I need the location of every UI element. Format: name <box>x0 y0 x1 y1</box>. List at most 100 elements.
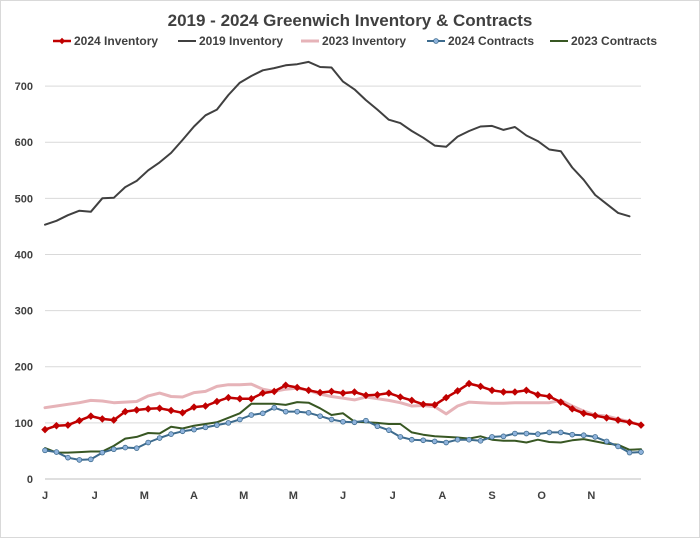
x-tick-label: J <box>390 490 396 502</box>
data-point <box>75 416 84 425</box>
data-point <box>259 389 267 397</box>
data-point <box>454 436 461 443</box>
data-point <box>237 416 243 423</box>
data-point <box>579 409 588 418</box>
x-tick-label: M <box>140 490 149 502</box>
data-point <box>602 414 611 422</box>
x-tick-label: A <box>438 490 446 502</box>
x-tick-label: O <box>537 490 546 502</box>
data-point <box>201 402 210 410</box>
y-axis: 0 100 200 300 400 500 600 700 <box>15 81 33 486</box>
legend-label: 2024 Inventory <box>74 34 158 48</box>
data-point <box>453 387 462 395</box>
y-tick-label: 200 <box>15 362 33 374</box>
legend-item-2024-inventory: 2024 Inventory <box>53 34 158 48</box>
data-point <box>545 392 554 401</box>
x-tick-label: M <box>289 490 298 502</box>
data-point <box>569 431 576 438</box>
data-point <box>408 436 415 443</box>
data-point <box>397 434 404 440</box>
data-point <box>259 410 266 417</box>
data-point <box>87 412 95 420</box>
data-point <box>374 423 381 430</box>
data-point <box>76 457 83 463</box>
data-point <box>512 430 518 437</box>
data-point <box>293 383 301 392</box>
data-point <box>638 449 644 455</box>
chart-title: 2019 - 2024 Greenwich Inventory & Contra… <box>168 11 533 30</box>
data-point <box>466 436 472 443</box>
data-point <box>65 454 71 461</box>
data-point <box>168 431 174 437</box>
data-point <box>247 394 256 403</box>
data-point <box>316 388 324 397</box>
data-point <box>476 382 485 391</box>
data-point <box>121 407 129 416</box>
data-point <box>191 426 197 433</box>
legend-marker <box>58 37 66 45</box>
data-point <box>420 437 427 444</box>
data-point <box>294 408 300 415</box>
series-line-2019-inventory <box>44 60 631 226</box>
data-point <box>42 447 48 454</box>
y-tick-label: 100 <box>15 418 33 430</box>
data-point <box>362 391 370 400</box>
data-point <box>591 411 599 420</box>
y-tick-label: 700 <box>15 81 33 93</box>
data-point <box>419 400 427 409</box>
data-point <box>317 413 323 419</box>
x-tick-label: J <box>42 490 48 502</box>
data-point <box>557 429 564 436</box>
data-point <box>351 419 358 426</box>
data-point <box>88 456 94 463</box>
data-point <box>488 386 496 395</box>
data-point <box>340 418 346 425</box>
data-point <box>522 386 531 395</box>
data-point <box>568 405 576 413</box>
data-point <box>202 424 209 431</box>
data-point <box>385 389 393 397</box>
series-line-2023-inventory <box>43 382 643 427</box>
data-point <box>64 421 72 429</box>
data-point <box>144 405 152 413</box>
x-tick-label: N <box>587 490 595 502</box>
data-point <box>271 404 278 411</box>
series-2023-contracts <box>44 401 642 454</box>
data-point <box>52 421 61 430</box>
data-point <box>190 403 198 411</box>
data-point <box>386 427 392 433</box>
data-point <box>350 388 359 396</box>
series-layer <box>41 60 645 463</box>
data-point <box>178 408 187 417</box>
data-point <box>225 420 232 426</box>
data-point <box>224 393 233 402</box>
data-point <box>304 386 313 395</box>
data-point <box>477 438 484 444</box>
x-tick-label: A <box>190 490 198 502</box>
x-tick-label: M <box>239 490 248 502</box>
data-point <box>248 412 255 418</box>
series-2024-contracts <box>42 404 644 463</box>
y-tick-label: 300 <box>15 306 33 318</box>
data-point <box>236 394 244 403</box>
data-point <box>626 449 633 456</box>
data-point <box>557 398 565 406</box>
legend-label: 2019 Inventory <box>199 34 283 48</box>
data-point <box>339 389 347 397</box>
data-point <box>534 391 542 399</box>
data-point <box>396 393 405 401</box>
data-point <box>98 415 107 423</box>
data-point <box>214 422 220 428</box>
data-point <box>637 421 645 429</box>
data-point <box>430 401 439 409</box>
data-point <box>442 393 450 402</box>
data-point <box>156 435 163 441</box>
legend-item-2019-inventory: 2019 Inventory <box>178 34 283 48</box>
legend-label: 2023 Inventory <box>322 34 406 48</box>
data-point <box>281 381 290 390</box>
data-point <box>408 396 416 405</box>
legend: 2024 Inventory 2019 Inventory 2023 Invento… <box>53 34 657 48</box>
